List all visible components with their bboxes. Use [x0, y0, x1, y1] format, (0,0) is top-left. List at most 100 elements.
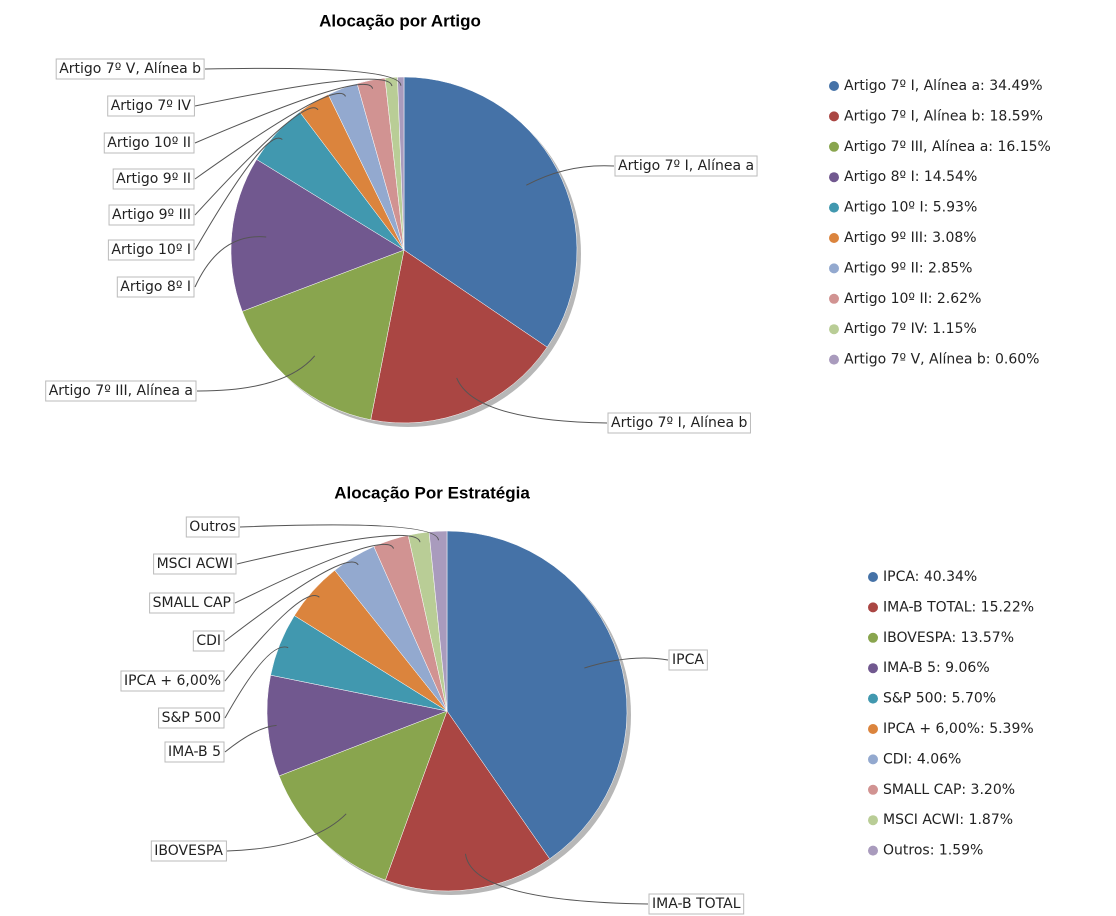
slice-label: Artigo 7º IV — [111, 98, 192, 114]
label-box — [120, 670, 225, 692]
label-box — [607, 412, 751, 434]
leader-line — [584, 657, 669, 669]
slice-label: Artigo 9º II — [116, 171, 191, 187]
legend-entry: Artigo 9º III: 3.08% — [844, 230, 977, 246]
label-box — [614, 155, 758, 177]
slice-label: Artigo 8º I — [120, 279, 191, 295]
legend-entry: IMA-B 5: 9.06% — [883, 660, 990, 676]
legend-entry: IPCA + 6,00%: 5.39% — [883, 721, 1034, 737]
legend-entry: Artigo 7º III, Alínea a: 16.15% — [844, 139, 1051, 155]
leader-line — [465, 853, 649, 905]
leader-line — [224, 724, 277, 753]
pie — [266, 530, 631, 895]
slice-label: MSCI ACWI — [157, 556, 233, 572]
legend-entry: IBOVESPA: 13.57% — [883, 630, 1014, 646]
pie-slice — [241, 249, 405, 421]
legend-marker — [868, 815, 878, 826]
legend-entry: IPCA: 40.34% — [883, 569, 977, 585]
leader-line — [194, 137, 283, 251]
leader-line — [526, 165, 615, 186]
legend-entry: Artigo 10º I: 5.93% — [844, 200, 977, 216]
slice-label: Outros — [189, 519, 236, 535]
legend-marker — [829, 81, 839, 91]
legend-marker — [829, 233, 839, 243]
legend-entry: Artigo 7º V, Alínea b: 0.60% — [844, 352, 1039, 368]
slice-label: SMALL CAP — [153, 595, 231, 611]
legend-marker — [868, 632, 878, 643]
slice-label: Artigo 7º I, Alínea b — [611, 415, 747, 431]
chart-title: Alocação Por Estratégia — [334, 483, 530, 502]
legend-entry: Artigo 7º I, Alínea b: 18.59% — [844, 108, 1043, 124]
label-box — [185, 516, 240, 538]
slice-label: Artigo 10º II — [107, 135, 191, 151]
legend-marker — [829, 172, 839, 183]
leader-line — [236, 534, 421, 565]
slice-label: IMA-B TOTAL — [652, 896, 741, 912]
label-box — [648, 893, 745, 915]
label-box — [55, 58, 205, 80]
legend-marker — [829, 354, 839, 365]
legend-entry: Artigo 10º II: 2.62% — [844, 291, 981, 307]
slice-label: IBOVESPA — [154, 843, 223, 859]
label-box — [158, 707, 225, 729]
slice-label: IPCA + 6,00% — [124, 673, 221, 689]
legend-entry: Artigo 7º I, Alínea a: 34.49% — [844, 78, 1043, 94]
leader-line — [196, 355, 316, 392]
pie — [230, 76, 581, 427]
legend-marker — [829, 141, 839, 152]
legend-entry: SMALL CAP: 3.20% — [883, 782, 1015, 798]
label-box — [153, 553, 237, 575]
pie-slice — [385, 710, 551, 892]
leader-line — [194, 92, 346, 180]
label-box — [107, 95, 195, 117]
legend-entry: Artigo 9º II: 2.85% — [844, 260, 972, 276]
legend-marker — [868, 754, 878, 765]
slice-label: Artigo 9º III — [112, 207, 191, 223]
label-box — [150, 840, 227, 862]
legend-entry: Outros: 1.59% — [883, 843, 983, 859]
label-box — [107, 239, 195, 261]
legend-marker — [868, 724, 878, 734]
legend-marker — [829, 263, 839, 274]
leader-line — [234, 543, 395, 604]
leader-line — [224, 595, 320, 682]
slice-label: Artigo 7º III, Alínea a — [49, 383, 193, 399]
slice-label: IPCA — [672, 652, 704, 668]
label-box — [112, 168, 195, 190]
pie-slice — [266, 674, 448, 777]
leader-line — [226, 813, 347, 852]
legend-entry: Artigo 8º I: 14.54% — [844, 169, 977, 185]
slice-label: S&P 500 — [162, 710, 221, 726]
legend-marker — [868, 693, 878, 704]
legend-entry: Artigo 7º IV: 1.15% — [844, 321, 977, 337]
label-box — [103, 132, 195, 154]
label-box — [668, 649, 708, 671]
leader-line — [194, 236, 267, 288]
pie-slice — [403, 76, 578, 348]
legend-marker — [868, 784, 878, 795]
leader-line — [224, 561, 359, 642]
label-box — [149, 592, 235, 614]
leader-line — [194, 83, 374, 144]
label-box — [108, 204, 195, 226]
leader-line — [194, 107, 319, 216]
leader-line — [239, 524, 439, 541]
pie-slice — [370, 249, 548, 424]
label-box — [192, 630, 225, 652]
slice-label: Artigo 10º I — [111, 242, 191, 258]
legend-marker — [829, 293, 839, 304]
leader-line — [194, 78, 393, 107]
legend-marker — [829, 111, 839, 122]
slice-label: IMA-B 5 — [168, 744, 221, 760]
legend-entry: IMA-B TOTAL: 15.22% — [883, 599, 1034, 615]
legend-marker — [868, 602, 878, 613]
legend-marker — [868, 845, 878, 856]
legend-marker — [829, 324, 839, 335]
pie-slice — [230, 159, 405, 312]
leader-line — [224, 646, 289, 719]
slice-label: Artigo 7º I, Alínea a — [618, 158, 754, 174]
legend-marker — [868, 572, 878, 582]
leader-line — [456, 377, 608, 424]
leader-line — [204, 67, 402, 86]
slice-label: CDI — [196, 633, 221, 649]
